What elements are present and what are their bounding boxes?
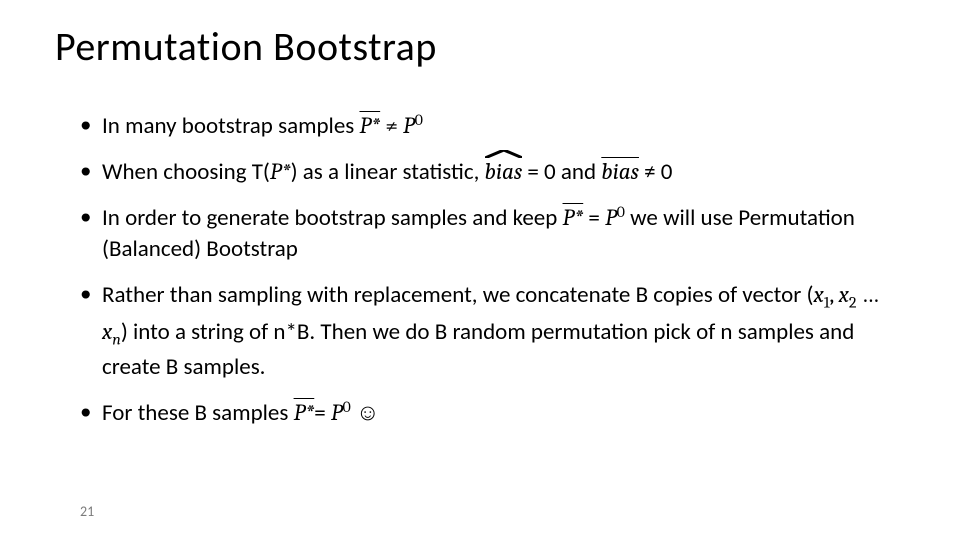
bullet-3: In order to generate bootstrap samples a… <box>80 202 900 265</box>
math-p0-3: P0 <box>605 204 625 231</box>
math-bias-bar: bias <box>601 158 639 185</box>
bullet-2-text-d: ≠ 0 <box>639 158 673 186</box>
bullet-1-text: In many bootstrap samples <box>102 112 359 140</box>
slide-body: In many bootstrap samples P* ≠ P0 When c… <box>80 110 900 443</box>
math-comma-1: , <box>830 281 839 308</box>
math-bias-hat: bias <box>485 156 523 187</box>
math-x1: x1 <box>813 281 829 308</box>
math-pstar-bar-1: P* <box>359 112 380 139</box>
math-pstar-2: P* <box>270 158 291 185</box>
slide-title: Permutation Bootstrap <box>55 22 437 71</box>
bullet-list: In many bootstrap samples P* ≠ P0 When c… <box>80 110 900 429</box>
bullet-1: In many bootstrap samples P* ≠ P0 <box>80 110 900 142</box>
bullet-2-text-a: When choosing T( <box>102 158 270 186</box>
slide: Permutation Bootstrap In many bootstrap … <box>0 0 960 540</box>
bullet-4-text-a: Rather than sampling with replacement, w… <box>102 281 813 309</box>
page-number: 21 <box>80 503 94 520</box>
math-p0-5: P0 <box>331 399 351 426</box>
bullet-3-text-b: = <box>583 204 605 232</box>
bullet-5-text-b: = <box>314 399 331 427</box>
math-pstar-bar-3: P* <box>563 204 584 231</box>
bullet-5-text-c: ☺ <box>351 399 380 427</box>
bullet-2-text-b: ) as a linear statistic, <box>291 158 485 186</box>
math-xn: xn <box>102 318 121 345</box>
bullet-5-text-a: For these B samples <box>102 399 294 427</box>
bullet-4-text-b: ) into a string of n*B. Then we do B ran… <box>102 318 854 381</box>
math-ne-1: ≠ <box>380 112 403 139</box>
math-x2: x2 <box>839 281 857 308</box>
bullet-2: When choosing T(P*) as a linear statisti… <box>80 156 900 188</box>
math-pstar-bar-5: P* <box>294 399 315 426</box>
bullet-4: Rather than sampling with replacement, w… <box>80 279 900 383</box>
bullet-3-text-a: In order to generate bootstrap samples a… <box>102 204 563 232</box>
bullet-5: For these B samples P*= P0 ☺ <box>80 397 900 429</box>
math-dots: … <box>857 281 879 308</box>
bullet-2-text-c: = 0 and <box>522 158 601 186</box>
math-p0-1: P0 <box>403 112 423 139</box>
